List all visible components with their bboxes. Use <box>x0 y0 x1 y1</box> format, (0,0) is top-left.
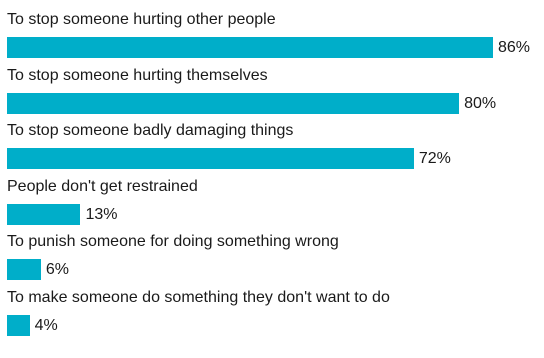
bar-category-label: To stop someone hurting themselves <box>7 66 268 84</box>
bar <box>7 314 30 336</box>
bar <box>7 148 414 169</box>
bar-value-label: 86% <box>498 39 531 56</box>
bar-category-label: People don't get restrained <box>7 177 198 195</box>
bar-value-label: 80% <box>464 94 497 112</box>
bar-value-label: 72% <box>418 150 451 167</box>
bar-category-label: To punish someone for doing something wr… <box>7 233 339 250</box>
bar-value-label: 4% <box>34 316 58 334</box>
bar-category-label: To make someone do something they don't … <box>7 288 390 306</box>
bar-category-label: To stop someone hurting other people <box>7 11 276 28</box>
bar <box>7 203 81 225</box>
bar-value-label: 13% <box>85 205 118 223</box>
bar-category-label: To stop someone badly damaging things <box>7 122 294 139</box>
bar <box>7 92 460 114</box>
bar-value-label: 6% <box>45 261 70 278</box>
bar <box>7 37 493 58</box>
bar <box>7 259 41 280</box>
